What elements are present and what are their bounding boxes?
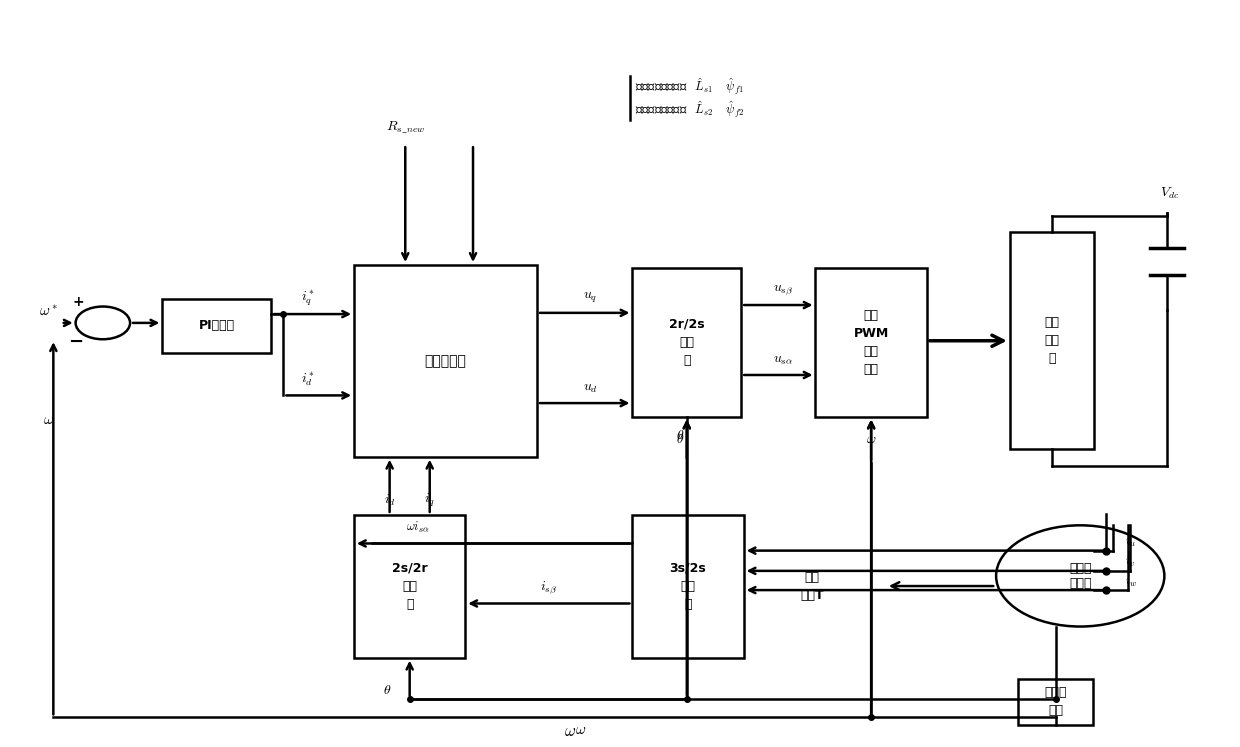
Text: $R_{s\_new}$: $R_{s\_new}$	[386, 120, 425, 136]
Text: $u_q$: $u_q$	[583, 291, 598, 305]
Text: $\theta$: $\theta$	[677, 428, 684, 442]
Bar	[353, 515, 465, 658]
Text: 复合
PWM
调制
部分: 复合 PWM 调制 部分	[853, 309, 889, 376]
Bar	[162, 299, 272, 353]
Text: $i_q$: $i_q$	[424, 492, 435, 509]
Text: 离线辨识参数输入  $\hat{L}_{s1}$   $\hat{\psi}_{f1}$: 离线辨识参数输入 $\hat{L}_{s1}$ $\hat{\psi}_{f1}…	[635, 77, 744, 97]
Text: PI调节器: PI调节器	[198, 320, 234, 332]
Text: $u_d$: $u_d$	[583, 381, 598, 395]
Text: $\omega i_{s\alpha}$: $\omega i_{s\alpha}$	[407, 520, 430, 535]
Bar	[632, 515, 744, 658]
Text: $i_w$: $i_w$	[1125, 574, 1137, 589]
Text: 复合控制器: 复合控制器	[424, 354, 466, 368]
Text: 2s/2r
变换
器: 2s/2r 变换 器	[392, 562, 428, 611]
Bar	[353, 265, 537, 457]
Circle shape	[996, 525, 1164, 627]
Text: +: +	[72, 295, 84, 309]
Text: −: −	[68, 333, 83, 351]
Text: $\theta$: $\theta$	[383, 683, 392, 697]
Text: $i_d^*$: $i_d^*$	[301, 371, 315, 388]
Text: 3s/2s
变换
器: 3s/2s 变换 器	[670, 562, 707, 611]
Text: $V_{dc}$: $V_{dc}$	[1159, 186, 1179, 201]
Circle shape	[76, 306, 130, 339]
Text: $i_v$: $i_v$	[1125, 554, 1135, 569]
Text: $\omega$: $\omega$	[42, 412, 55, 427]
Text: $\omega$: $\omega$	[866, 432, 877, 446]
Text: 永磁同
步电机: 永磁同 步电机	[1069, 562, 1091, 590]
Text: $u_{s\alpha}$: $u_{s\alpha}$	[774, 353, 794, 367]
Text: $\omega^*$: $\omega^*$	[38, 304, 58, 319]
Text: $\omega$: $\omega$	[575, 722, 587, 737]
Text: $i_{s\beta}$: $i_{s\beta}$	[541, 579, 558, 595]
Text: 定子
温度T: 定子 温度T	[800, 571, 823, 601]
Text: $i_q^*$: $i_q^*$	[301, 288, 315, 308]
Text: $\theta$: $\theta$	[677, 432, 684, 446]
Text: $i_u$: $i_u$	[1125, 534, 1136, 549]
Bar	[816, 268, 926, 417]
Text: $u_{s\beta}$: $u_{s\beta}$	[774, 283, 794, 297]
Bar	[1018, 678, 1092, 725]
Text: $i_d$: $i_d$	[383, 492, 396, 508]
Text: 旋转变
压器: 旋转变 压器	[1044, 686, 1066, 717]
Text: 2r/2s
变换
器: 2r/2s 变换 器	[670, 317, 704, 367]
Bar	[632, 268, 742, 417]
Text: $\omega$: $\omega$	[564, 722, 577, 740]
Text: 三相
逆变
器: 三相 逆变 器	[1044, 316, 1059, 365]
Text: 在线辨识参数输入  $\hat{L}_{s2}$   $\hat{\psi}_{f2}$: 在线辨识参数输入 $\hat{L}_{s2}$ $\hat{\psi}_{f2}…	[635, 99, 744, 120]
Bar	[1009, 232, 1094, 450]
